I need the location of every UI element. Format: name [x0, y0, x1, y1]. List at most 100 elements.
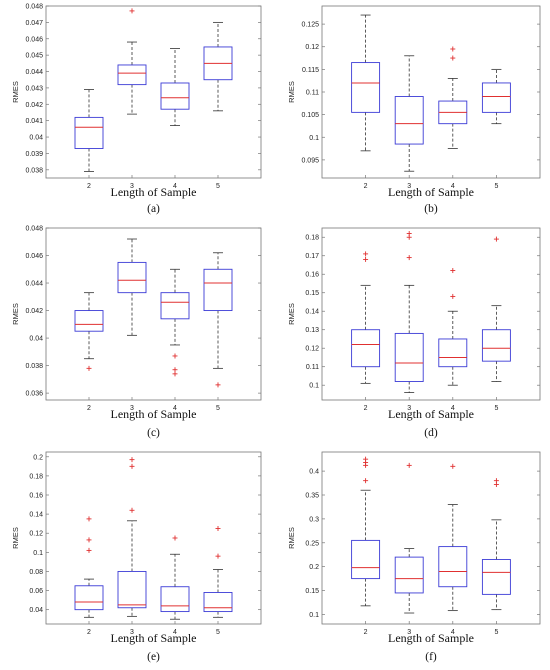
- y-axis-label: RMES: [11, 527, 20, 549]
- box-2: [351, 251, 381, 384]
- outlier-marker: [363, 251, 369, 257]
- outlier-marker: [363, 462, 369, 468]
- y-tick-label: 0.1: [309, 135, 319, 142]
- panel-caption: (a): [147, 203, 160, 215]
- y-tick-label: 0.115: [302, 67, 319, 74]
- y-tick-label: 0.14: [29, 512, 43, 519]
- x-tick-label: 2: [87, 629, 91, 636]
- box-5: [481, 478, 511, 611]
- x-tick-label: 3: [407, 405, 411, 412]
- y-tick-label: 0.17: [305, 253, 319, 260]
- outlier-marker: [129, 457, 135, 463]
- box-4: [438, 463, 468, 612]
- panel-2: 0.036 0.038 0.04 0.042 0.044 0.046 0.048 2 3 4 5 RM…: [11, 226, 262, 439]
- y-tick-label: 0.16: [29, 493, 43, 500]
- y-tick-label: 0.04: [29, 607, 43, 614]
- outlier-marker: [215, 525, 221, 531]
- y-tick-label: 0.1: [33, 550, 43, 557]
- panel-4: 0.04 0.06 0.08 0.1 0.12 0.14 0.16 0.18 0.2 2 3 4 5 RM…: [11, 451, 262, 663]
- box-4: [438, 268, 468, 386]
- outlier-marker: [86, 516, 92, 522]
- panel-caption: (e): [147, 651, 160, 663]
- y-tick-label: 0.3: [309, 516, 319, 523]
- box-iqr: [351, 539, 381, 580]
- box-iqr: [203, 268, 233, 312]
- box-iqr: [394, 332, 424, 382]
- box-iqr: [394, 96, 424, 145]
- box-iqr: [74, 116, 104, 149]
- y-tick-label: 0.11: [306, 90, 319, 97]
- x-tick-label: 4: [173, 405, 177, 412]
- x-tick-label: 4: [451, 183, 455, 190]
- x-axis-label: Length of Sample: [388, 185, 474, 199]
- x-axis-label: Length of Sample: [111, 185, 197, 199]
- outlier-marker: [406, 462, 412, 468]
- y-tick-label: 0.105: [301, 112, 319, 119]
- outlier-marker: [363, 478, 369, 484]
- y-axis-label: RMES: [11, 303, 20, 325]
- y-tick-label: 0.08: [29, 569, 43, 576]
- x-tick-label: 3: [130, 405, 134, 412]
- box-2: [74, 516, 104, 618]
- panel-caption: (d): [424, 427, 438, 439]
- box-3: [394, 55, 424, 172]
- box-iqr: [394, 556, 424, 594]
- x-axis-label: Length of Sample: [111, 631, 197, 645]
- x-tick-label: 2: [364, 183, 368, 190]
- y-tick-label: 0.11: [306, 364, 319, 371]
- outlier-marker: [450, 46, 456, 52]
- y-tick-label: 0.039: [25, 151, 43, 158]
- y-tick-label: 0.048: [25, 4, 43, 11]
- y-tick-label: 0.2: [309, 564, 319, 571]
- box-iqr: [117, 64, 147, 86]
- outlier-marker: [215, 382, 221, 388]
- box-iqr: [117, 570, 147, 609]
- x-tick-label: 2: [87, 405, 91, 412]
- outlier-marker: [450, 463, 456, 469]
- box-4: [438, 46, 468, 149]
- x-tick-label: 4: [173, 629, 177, 636]
- box-iqr: [160, 82, 190, 110]
- y-axis-label: RMES: [287, 81, 296, 103]
- y-tick-label: 0.036: [25, 391, 43, 398]
- box-3: [117, 8, 147, 115]
- box-iqr: [438, 338, 468, 368]
- x-tick-label: 4: [451, 629, 455, 636]
- box-iqr: [351, 62, 381, 113]
- y-tick-label: 0.15: [305, 588, 319, 595]
- plot-frame: [321, 227, 541, 401]
- box-2: [74, 89, 104, 172]
- panel-5: 0.1 0.15 0.2 0.25 0.3 0.35 0.4 2 3 4 5 RMES Length o…: [287, 451, 541, 663]
- box-5: [481, 68, 511, 125]
- outlier-marker: [450, 268, 456, 274]
- y-tick-label: 0.045: [25, 53, 43, 60]
- box-3: [394, 231, 424, 394]
- plot-frame: [45, 5, 262, 179]
- box-iqr: [117, 261, 147, 294]
- y-tick-label: 0.047: [25, 20, 43, 27]
- x-axis-label: Length of Sample: [111, 407, 197, 421]
- panel-1: 0.095 0.1 0.105 0.11 0.115 0.12 0.125 2 3 4 5 RMES L…: [287, 5, 541, 215]
- box-4: [160, 268, 190, 377]
- box-3: [117, 457, 147, 617]
- x-tick-label: 2: [87, 183, 91, 190]
- box-5: [203, 21, 233, 112]
- panel-caption: (c): [147, 427, 160, 439]
- x-tick-label: 5: [216, 629, 220, 636]
- x-tick-label: 5: [494, 629, 498, 636]
- y-tick-label: 0.12: [305, 346, 319, 353]
- panel-0: 0.038 0.039 0.04 0.041 0.042 0.043 0.044 0.045 0…: [11, 4, 262, 215]
- y-axis-label: RMES: [287, 527, 296, 549]
- y-tick-label: 0.15: [305, 290, 319, 297]
- x-tick-label: 5: [216, 405, 220, 412]
- outlier-marker: [86, 547, 92, 553]
- y-tick-label: 0.12: [29, 531, 43, 538]
- outlier-marker: [172, 371, 178, 377]
- y-axis-label: RMES: [287, 303, 296, 325]
- box-iqr: [74, 585, 104, 611]
- y-tick-label: 0.046: [25, 253, 43, 260]
- box-iqr: [160, 586, 190, 613]
- x-tick-label: 3: [407, 629, 411, 636]
- y-tick-label: 0.048: [25, 226, 43, 233]
